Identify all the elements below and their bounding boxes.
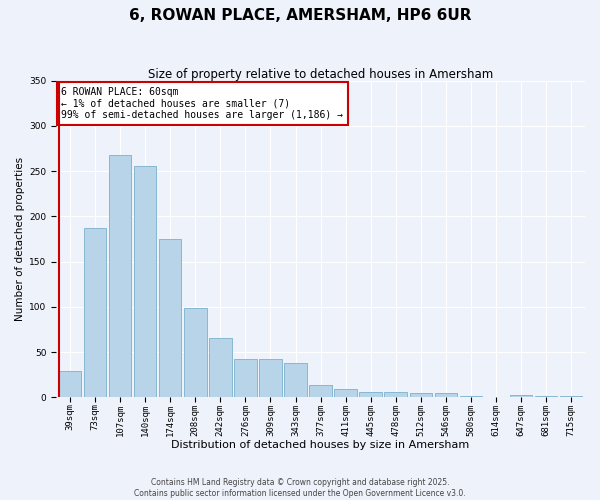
Bar: [460, 396, 482, 398]
X-axis label: Distribution of detached houses by size in Amersham: Distribution of detached houses by size …: [172, 440, 470, 450]
Bar: [209, 338, 232, 398]
Bar: [134, 166, 157, 398]
Bar: [334, 389, 357, 398]
Bar: [410, 393, 432, 398]
Bar: [234, 360, 257, 398]
Bar: [259, 360, 282, 398]
Bar: [385, 392, 407, 398]
Text: Contains HM Land Registry data © Crown copyright and database right 2025.
Contai: Contains HM Land Registry data © Crown c…: [134, 478, 466, 498]
Bar: [309, 384, 332, 398]
Bar: [84, 228, 106, 398]
Bar: [535, 396, 557, 398]
Bar: [159, 239, 181, 398]
Text: 6 ROWAN PLACE: 60sqm
← 1% of detached houses are smaller (7)
99% of semi-detache: 6 ROWAN PLACE: 60sqm ← 1% of detached ho…: [61, 87, 343, 120]
Bar: [59, 371, 81, 398]
Bar: [284, 363, 307, 398]
Text: 6, ROWAN PLACE, AMERSHAM, HP6 6UR: 6, ROWAN PLACE, AMERSHAM, HP6 6UR: [129, 8, 471, 22]
Bar: [510, 394, 532, 398]
Bar: [184, 308, 206, 398]
Bar: [434, 393, 457, 398]
Bar: [560, 396, 583, 398]
Y-axis label: Number of detached properties: Number of detached properties: [15, 157, 25, 321]
Bar: [109, 154, 131, 398]
Title: Size of property relative to detached houses in Amersham: Size of property relative to detached ho…: [148, 68, 493, 80]
Bar: [359, 392, 382, 398]
